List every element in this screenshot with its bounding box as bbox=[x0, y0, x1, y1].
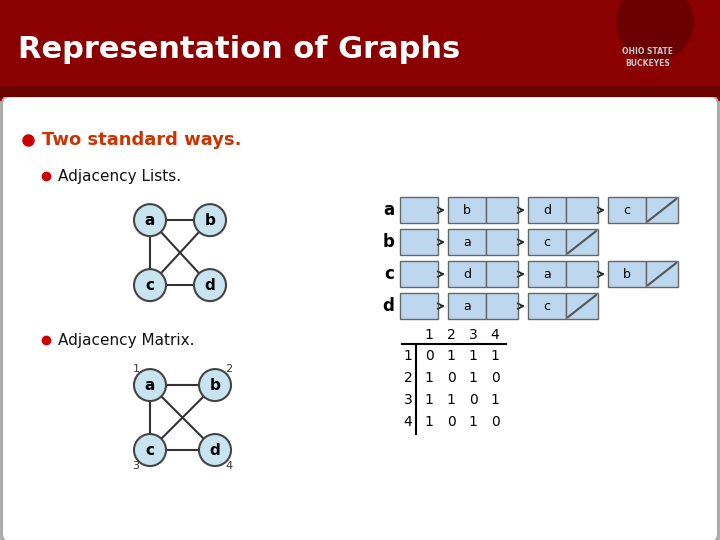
Circle shape bbox=[134, 369, 166, 401]
FancyBboxPatch shape bbox=[566, 261, 598, 287]
Text: d: d bbox=[463, 268, 471, 281]
FancyBboxPatch shape bbox=[448, 261, 486, 287]
Text: 1: 1 bbox=[132, 364, 140, 374]
FancyBboxPatch shape bbox=[486, 197, 518, 223]
Text: 0: 0 bbox=[490, 371, 500, 385]
Text: 1: 1 bbox=[490, 349, 500, 363]
Text: a: a bbox=[145, 213, 156, 228]
FancyBboxPatch shape bbox=[528, 293, 566, 319]
FancyBboxPatch shape bbox=[646, 261, 678, 287]
FancyBboxPatch shape bbox=[448, 229, 486, 255]
Text: 0: 0 bbox=[446, 415, 455, 429]
Text: d: d bbox=[204, 278, 215, 293]
Text: a: a bbox=[463, 300, 471, 313]
Text: c: c bbox=[544, 235, 551, 248]
Text: d: d bbox=[543, 204, 551, 217]
FancyBboxPatch shape bbox=[448, 197, 486, 223]
Text: Adjacency Lists.: Adjacency Lists. bbox=[58, 168, 181, 184]
FancyBboxPatch shape bbox=[2, 96, 718, 540]
Text: b: b bbox=[210, 377, 220, 393]
Text: 1: 1 bbox=[490, 393, 500, 407]
Text: 1: 1 bbox=[425, 328, 433, 342]
Text: 0: 0 bbox=[490, 415, 500, 429]
Text: 4: 4 bbox=[225, 461, 233, 471]
FancyBboxPatch shape bbox=[486, 261, 518, 287]
FancyBboxPatch shape bbox=[400, 261, 438, 287]
Circle shape bbox=[617, 0, 693, 60]
Text: a: a bbox=[543, 268, 551, 281]
Text: 2: 2 bbox=[225, 364, 233, 374]
Circle shape bbox=[194, 269, 226, 301]
Circle shape bbox=[134, 269, 166, 301]
Text: Two standard ways.: Two standard ways. bbox=[42, 131, 241, 149]
FancyBboxPatch shape bbox=[400, 197, 438, 223]
FancyBboxPatch shape bbox=[486, 229, 518, 255]
Text: 2: 2 bbox=[404, 371, 413, 385]
Circle shape bbox=[194, 204, 226, 236]
FancyBboxPatch shape bbox=[0, 0, 720, 101]
FancyBboxPatch shape bbox=[528, 261, 566, 287]
Text: Adjacency Matrix.: Adjacency Matrix. bbox=[58, 333, 194, 348]
Circle shape bbox=[199, 369, 231, 401]
FancyBboxPatch shape bbox=[566, 293, 598, 319]
Text: 1: 1 bbox=[446, 349, 456, 363]
Text: a: a bbox=[463, 235, 471, 248]
Text: 4: 4 bbox=[404, 415, 413, 429]
Circle shape bbox=[199, 434, 231, 466]
FancyBboxPatch shape bbox=[400, 293, 438, 319]
Text: 0: 0 bbox=[446, 371, 455, 385]
Text: 1: 1 bbox=[425, 371, 433, 385]
Text: a: a bbox=[145, 377, 156, 393]
Text: b: b bbox=[623, 268, 631, 281]
Text: 0: 0 bbox=[469, 393, 477, 407]
Text: 4: 4 bbox=[490, 328, 500, 342]
FancyBboxPatch shape bbox=[566, 197, 598, 223]
Text: a: a bbox=[383, 201, 394, 219]
FancyBboxPatch shape bbox=[608, 261, 646, 287]
Text: d: d bbox=[382, 297, 394, 315]
FancyBboxPatch shape bbox=[528, 229, 566, 255]
Text: 3: 3 bbox=[404, 393, 413, 407]
Text: 1: 1 bbox=[446, 393, 456, 407]
Text: 1: 1 bbox=[425, 415, 433, 429]
Text: c: c bbox=[624, 204, 631, 217]
Text: Representation of Graphs: Representation of Graphs bbox=[18, 35, 460, 64]
FancyBboxPatch shape bbox=[486, 293, 518, 319]
FancyBboxPatch shape bbox=[608, 197, 646, 223]
Text: 1: 1 bbox=[469, 371, 477, 385]
Text: 1: 1 bbox=[425, 393, 433, 407]
Text: 1: 1 bbox=[469, 349, 477, 363]
FancyBboxPatch shape bbox=[0, 86, 720, 100]
Text: 1: 1 bbox=[404, 349, 413, 363]
Text: c: c bbox=[145, 278, 155, 293]
Text: 2: 2 bbox=[446, 328, 455, 342]
Circle shape bbox=[134, 204, 166, 236]
FancyBboxPatch shape bbox=[448, 293, 486, 319]
Text: c: c bbox=[384, 265, 394, 283]
Text: 1: 1 bbox=[469, 415, 477, 429]
Text: c: c bbox=[145, 443, 155, 457]
Text: OHIO STATE
BUCKEYES: OHIO STATE BUCKEYES bbox=[623, 47, 673, 68]
Text: b: b bbox=[463, 204, 471, 217]
Circle shape bbox=[134, 434, 166, 466]
FancyBboxPatch shape bbox=[400, 229, 438, 255]
Text: b: b bbox=[382, 233, 394, 251]
FancyBboxPatch shape bbox=[646, 197, 678, 223]
Text: c: c bbox=[544, 300, 551, 313]
Text: 3: 3 bbox=[132, 461, 140, 471]
Text: d: d bbox=[210, 443, 220, 457]
FancyBboxPatch shape bbox=[566, 229, 598, 255]
FancyBboxPatch shape bbox=[528, 197, 566, 223]
Text: 0: 0 bbox=[425, 349, 433, 363]
Text: b: b bbox=[204, 213, 215, 228]
Text: 3: 3 bbox=[469, 328, 477, 342]
